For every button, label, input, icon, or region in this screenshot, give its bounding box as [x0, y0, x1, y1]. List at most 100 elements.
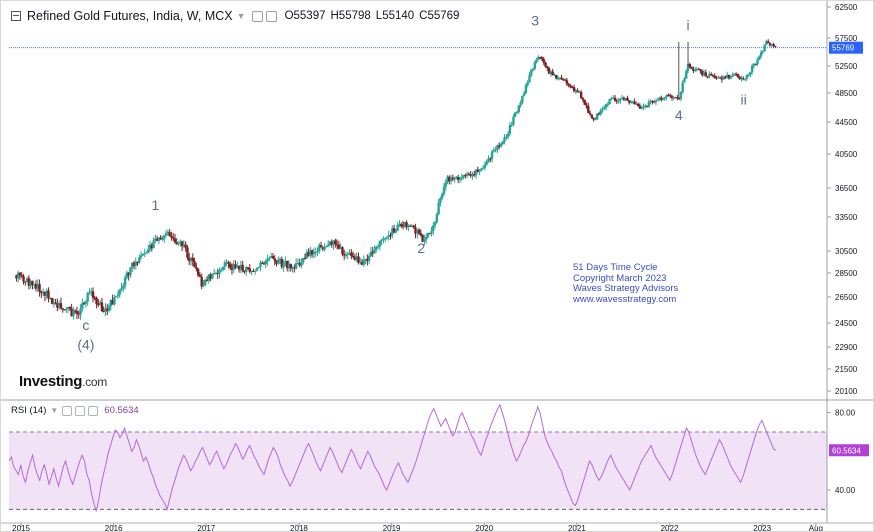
candle-body: [761, 51, 765, 53]
candle-body: [581, 98, 585, 100]
candle-body: [752, 64, 756, 66]
candle-body: [526, 82, 529, 86]
candle-body: [68, 307, 72, 309]
chevron-down-icon[interactable]: ▼: [50, 406, 59, 415]
candle-body: [640, 107, 643, 109]
candle-body: [31, 280, 34, 286]
candle-body: [567, 83, 570, 86]
candle-body: [444, 182, 447, 187]
candle-body: [383, 237, 387, 239]
candle-body: [360, 261, 364, 265]
candle-body: [403, 222, 406, 227]
candle-body: [772, 44, 775, 47]
candle-body: [113, 297, 116, 305]
candle-body: [531, 68, 535, 70]
candle-body: [692, 68, 695, 71]
candle-body: [476, 169, 480, 172]
candle-body: [633, 101, 636, 105]
candle-body: [147, 249, 150, 253]
candle-body: [376, 246, 380, 248]
candle-body: [36, 284, 39, 289]
candle-body: [583, 99, 586, 105]
candle-body: [241, 264, 244, 271]
candle-body: [469, 174, 472, 177]
candle-body: [184, 244, 187, 248]
candle-body: [332, 240, 335, 245]
candle-body: [615, 100, 618, 102]
candle-body: [442, 186, 446, 194]
candle-body: [339, 247, 342, 249]
candle-body: [473, 173, 476, 176]
candle-body: [417, 229, 421, 234]
candle-body: [483, 164, 487, 168]
candle-body: [592, 117, 595, 120]
candle-body: [257, 267, 260, 269]
candle-body: [499, 144, 503, 147]
candle-body: [612, 97, 615, 99]
candle-body: [407, 225, 410, 228]
candle-body: [330, 241, 333, 245]
visibility-icon[interactable]: [265, 10, 277, 22]
candle-body: [530, 69, 533, 76]
candle-body: [362, 260, 366, 265]
candle-body: [571, 86, 574, 88]
candle-body: [412, 225, 415, 228]
candle-body: [392, 228, 396, 233]
candle-body: [56, 303, 59, 308]
settings-icon[interactable]: [251, 10, 263, 22]
visibility-icon[interactable]: [75, 405, 86, 416]
candle-body: [638, 106, 642, 109]
candle-body: [220, 269, 223, 271]
candle-body: [262, 263, 266, 265]
candle-body: [572, 87, 576, 92]
candle-body: [683, 78, 686, 83]
rsi-tick-label: 40.00: [835, 486, 856, 495]
candle-body: [225, 262, 228, 264]
price-tick-label: 36500: [835, 184, 858, 193]
candle-body: [747, 74, 750, 76]
candle-body: [198, 275, 202, 277]
candle-body: [734, 73, 738, 75]
candle-body: [453, 178, 456, 180]
candle-body: [587, 105, 590, 113]
candle-body: [205, 279, 209, 281]
close-icon[interactable]: [88, 405, 99, 416]
candle-body: [569, 85, 572, 87]
price-tick-label: 52500: [835, 62, 858, 71]
candle-body: [164, 233, 168, 236]
candle-body: [676, 97, 679, 99]
candle-body: [191, 257, 194, 262]
candle-body: [763, 44, 766, 52]
candle-body: [624, 98, 627, 101]
candle-body: [375, 246, 378, 250]
candle-body: [588, 112, 592, 115]
candle-body: [255, 268, 259, 271]
candle-body: [656, 99, 659, 101]
candle-body: [401, 226, 405, 228]
instrument-title: Refined Gold Futures, India, W, MCX: [27, 9, 233, 23]
candle-body: [284, 261, 287, 264]
chevron-down-icon[interactable]: ▼: [236, 11, 246, 21]
candle-body: [519, 102, 522, 106]
candle-body: [243, 270, 246, 273]
candle-body: [348, 252, 351, 254]
candle-body: [467, 173, 471, 175]
wave-label: (4): [77, 336, 94, 352]
candle-body: [326, 244, 330, 247]
candle-body: [91, 291, 95, 298]
candle-body: [631, 101, 635, 103]
rsi-line: 60.5634: [8, 403, 869, 512]
collapse-icon[interactable]: [11, 11, 21, 21]
candle-body: [394, 230, 398, 233]
time-tick-label: 2015: [12, 524, 30, 531]
time-tick-label: 2023: [753, 524, 771, 531]
candle-body: [282, 263, 285, 268]
settings-icon[interactable]: [62, 405, 73, 416]
time-tick-label: 2017: [197, 524, 215, 531]
candle-body: [597, 113, 601, 115]
candle-body: [22, 276, 25, 282]
candle-body: [729, 76, 732, 79]
price-tick-label: 20100: [835, 387, 858, 396]
